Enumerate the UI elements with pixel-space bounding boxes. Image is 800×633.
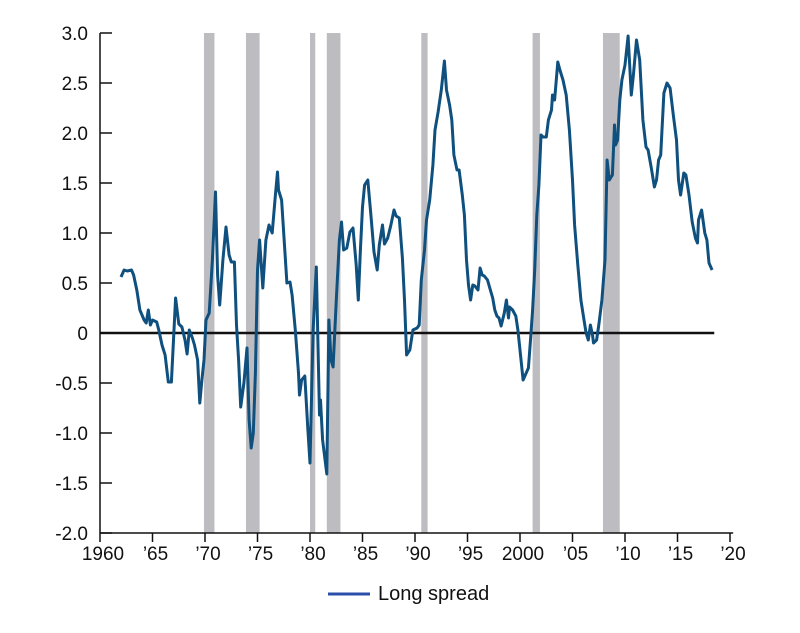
x-tick-label: ’05: [563, 544, 588, 565]
recession-band: [421, 33, 428, 533]
recession-band: [602, 33, 620, 533]
legend-label-long-spread: Long spread: [378, 583, 489, 605]
recession-bands: [203, 33, 620, 533]
recession-band: [310, 33, 316, 533]
y-tick-label: 3.0: [62, 24, 88, 45]
x-tick-label: ’70: [195, 544, 220, 565]
series-line-long-spread: [119, 34, 714, 476]
y-tick-label: 1.5: [62, 174, 88, 195]
y-tick-label: 1.0: [62, 224, 88, 245]
x-tick-label: ’85: [353, 544, 378, 565]
y-tick-label: 2.0: [62, 124, 88, 145]
series-layer: [119, 34, 714, 476]
x-tick-label: 2000: [502, 544, 544, 565]
y-tick-label: -1.0: [55, 424, 88, 445]
x-tick-label: ’10: [615, 544, 640, 565]
y-tick-label: -0.5: [55, 374, 88, 395]
x-tick-label: 1960: [82, 544, 124, 565]
recession-band: [532, 33, 540, 533]
x-tick-label: ’15: [668, 544, 693, 565]
x-tick-label: ’90: [405, 544, 430, 565]
legend: Long spread: [328, 583, 489, 605]
x-tick-label: ’20: [720, 544, 745, 565]
recession-band: [203, 33, 215, 533]
y-tick-label: 0: [77, 324, 88, 345]
y-tick-label: 2.5: [62, 74, 88, 95]
x-tick-label: ’80: [300, 544, 325, 565]
x-tick-label: ’65: [143, 544, 168, 565]
y-tick-label: 0.5: [62, 274, 88, 295]
x-tick-label: ’95: [458, 544, 483, 565]
x-tick-label: ’75: [248, 544, 273, 565]
y-tick-label: -2.0: [55, 524, 88, 545]
y-axis-ticks: -2.0 -1.5 -1.0 -0.5 0 0.5 1.0 1.5 2.0 2.5 3.0: [55, 24, 112, 545]
y-tick-label: -1.5: [55, 474, 88, 495]
recession-band: [326, 33, 341, 533]
axes: [99, 33, 734, 534]
x-axis-ticks: 1960 ’65 ’70 ’75 ’80 ’85 ’90 ’95 2000 ’05 ’10 ’15 ’2…: [82, 533, 746, 565]
